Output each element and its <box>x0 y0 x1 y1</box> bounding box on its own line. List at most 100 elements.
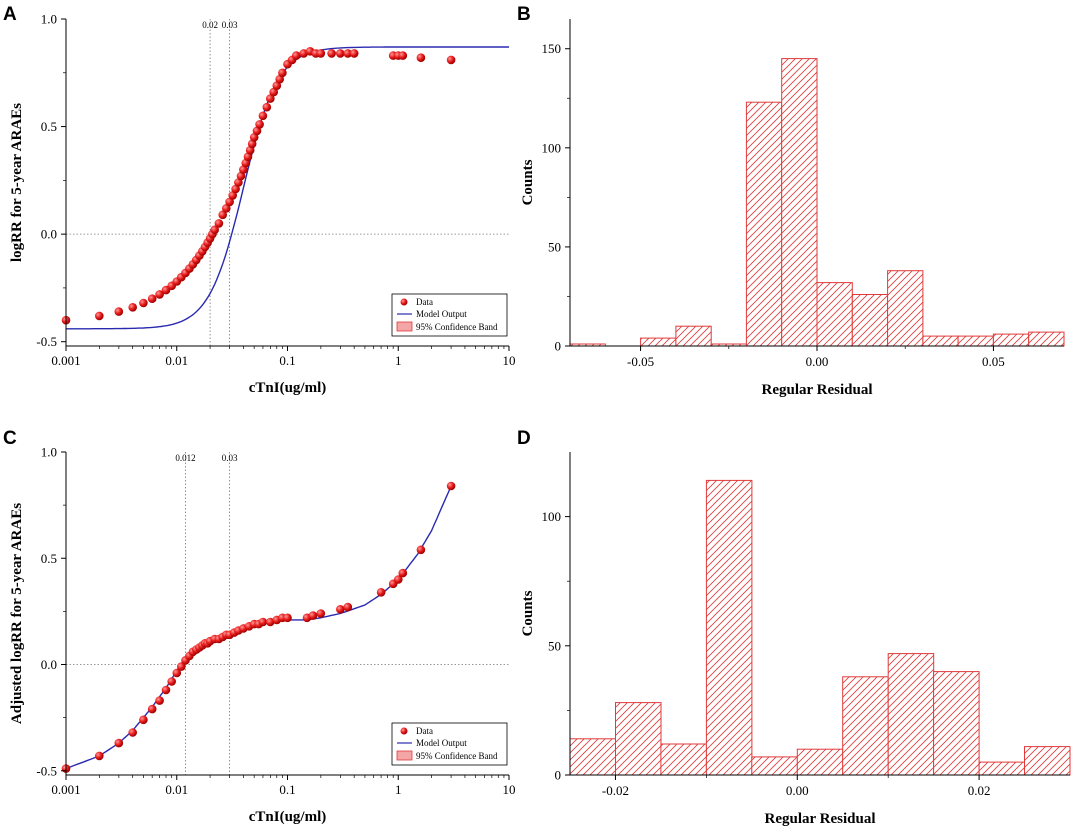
x-tick-label: 0.01 <box>165 353 188 368</box>
x-tick-label: -0.02 <box>602 783 629 798</box>
data-point <box>376 588 386 597</box>
cutoff-label-0.03: 0.03 <box>222 453 238 463</box>
histogram-bar <box>751 756 798 776</box>
data-point <box>147 704 157 714</box>
y-tick-label: 0.5 <box>41 119 57 134</box>
y-axis-title: Counts <box>520 159 536 205</box>
histogram-bar <box>842 676 889 776</box>
data-point <box>292 51 301 60</box>
panel-b-histogram: -0.05 0.00 0.05 0 50 100 150 Regular Residual Co… <box>520 19 1065 398</box>
cutoff-label-0.012: 0.012 <box>175 453 195 463</box>
histogram-bar <box>675 325 712 347</box>
data-point <box>416 545 426 555</box>
x-tick-label: 0.05 <box>982 354 1005 369</box>
data-point <box>95 311 104 321</box>
y-tick-label: 0 <box>555 339 562 354</box>
y-tick-label: 100 <box>542 509 562 524</box>
data-point <box>255 120 264 129</box>
data-point <box>239 165 248 174</box>
data-point <box>269 87 279 97</box>
data-point <box>283 613 292 623</box>
data-point <box>114 738 124 748</box>
panel-label-a: A <box>3 4 17 25</box>
x-tick-label: 0.001 <box>51 353 80 368</box>
y-axis-title: Counts <box>520 590 536 636</box>
y-axis-title: Adjusted logRR for 5-year ARAEs <box>9 503 25 724</box>
model-output-curve <box>66 46 509 330</box>
histogram-bar <box>660 743 707 776</box>
histogram-bar <box>1028 331 1065 347</box>
y-tick-label: -0.5 <box>36 763 57 778</box>
data-point <box>258 111 268 121</box>
data-point <box>155 290 164 299</box>
data-point <box>398 568 408 578</box>
data-point <box>446 55 456 65</box>
panel-label-d: D <box>517 428 531 449</box>
data-point <box>336 49 345 58</box>
data-point <box>349 49 359 58</box>
data-point <box>266 94 275 103</box>
data-point <box>147 294 157 304</box>
x-axis-title: Regular Residual <box>765 811 876 827</box>
data-point <box>167 677 176 686</box>
histogram-bar <box>887 270 924 347</box>
y-tick-label: 1.0 <box>41 445 57 460</box>
histogram-bar <box>816 282 853 347</box>
data-point <box>177 662 186 671</box>
data-point <box>228 191 237 200</box>
cutoff-label-0.02: 0.02 <box>202 20 218 30</box>
data-point <box>316 609 326 618</box>
data-point <box>258 617 268 627</box>
data-point <box>218 210 227 220</box>
histogram-bar <box>992 333 1030 347</box>
histogram-bar <box>978 761 1026 776</box>
y-tick-label: 50 <box>548 638 561 653</box>
y-tick-label: -0.5 <box>36 334 57 349</box>
panel-c-scatter: 0.012 0.03 0.001 0.01 0.1 1 10 -0.5 0.0 0.5 1.0 cTn… <box>9 445 516 826</box>
legend-model-label: Model Output <box>416 309 467 319</box>
x-tick-label: 10 <box>503 782 516 797</box>
histogram-bar <box>781 58 818 347</box>
cutoff-label-0.03: 0.03 <box>222 20 238 30</box>
x-tick-label: -0.05 <box>627 354 654 369</box>
data-point <box>308 611 318 620</box>
data-point <box>272 81 282 90</box>
histogram-bar <box>705 479 753 776</box>
data-point <box>262 102 272 112</box>
data-point <box>231 184 240 194</box>
histogram-bar <box>922 335 959 347</box>
y-tick-label: 1.0 <box>41 12 57 27</box>
y-tick-label: 0.0 <box>41 657 57 672</box>
panel-label-c: C <box>3 428 17 449</box>
data-point <box>214 219 224 228</box>
y-tick-label: 50 <box>548 239 561 254</box>
data-point <box>234 178 243 187</box>
data-point <box>398 51 408 60</box>
histogram-bar <box>640 337 677 347</box>
data-point <box>139 715 148 725</box>
data-point <box>210 225 219 235</box>
data-point <box>336 605 345 614</box>
data-point <box>416 53 426 62</box>
y-tick-label: 100 <box>542 140 562 155</box>
x-tick-label: 0.1 <box>279 782 295 797</box>
y-tick-label: 0.5 <box>41 551 57 566</box>
data-point <box>161 685 171 695</box>
x-tick-label: 0.1 <box>279 353 295 368</box>
legend: Data Model Output 95% Confidence Band <box>391 722 508 766</box>
panel-d-histogram: -0.02 0.00 0.02 0 50 100 Regular Residual Count… <box>520 452 1071 827</box>
histogram-bar <box>851 294 889 347</box>
x-axis-title: Regular Residual <box>762 382 873 398</box>
data-point <box>155 696 164 705</box>
data-point <box>343 602 353 612</box>
legend-data-label: Data <box>416 297 433 307</box>
panel-label-b: B <box>517 4 531 25</box>
y-tick-label: 0 <box>555 768 562 783</box>
data-point <box>172 668 182 678</box>
legend-data-marker <box>400 727 408 735</box>
panel-a-scatter: 0.02 0.03 0.001 0.01 0.1 1 10 -0.5 0.0 0.5 1.0 cTnI… <box>9 12 516 397</box>
data-point <box>316 49 326 58</box>
legend-band-label: 95% Confidence Band <box>416 751 498 761</box>
histogram-bar <box>745 101 783 347</box>
